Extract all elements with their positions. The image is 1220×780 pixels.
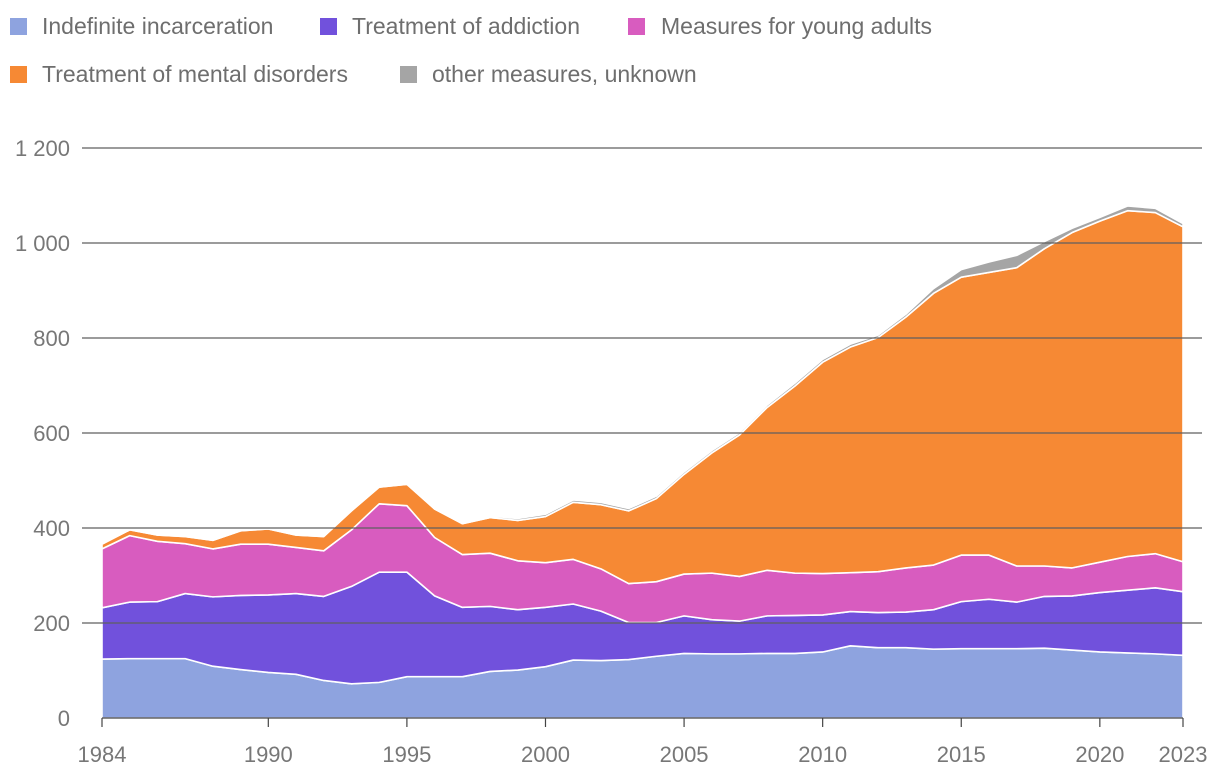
x-tick-label-2020: 2020 [1075,742,1124,767]
area-other-measures-unknown [101,205,1184,545]
gridlines [82,147,1202,624]
y-tick-label-200: 200 [33,611,70,636]
legend-swatch-indefinite-incarceration [10,18,27,35]
x-tick-label-1990: 1990 [244,742,293,767]
legend-item-other-measures-unknown: other measures, unknown [400,61,697,87]
legend-swatch-treatment-of-mental-disorders [10,66,27,83]
y-tick-label-1200: 1 200 [15,136,70,161]
y-tick-label-0: 0 [58,706,70,731]
x-tick-label-1995: 1995 [382,742,431,767]
legend-item-treatment-of-mental-disorders: Treatment of mental disorders [10,61,348,87]
x-tick-label-2010: 2010 [798,742,847,767]
y-tick-label-800: 800 [33,326,70,351]
legend-item-measures-for-young-adults: Measures for young adults [628,13,932,39]
legend-label-treatment-of-mental-disorders: Treatment of mental disorders [42,61,348,87]
legend-swatch-other-measures-unknown [400,66,417,83]
legend-label-indefinite-incarceration: Indefinite incarceration [42,13,273,39]
legend-label-measures-for-young-adults: Measures for young adults [661,13,932,39]
legend-label-treatment-of-addiction: Treatment of addiction [352,13,580,39]
plot-areas [101,205,1184,719]
y-axis: 0 200 400 600 800 1 000 1 200 [15,136,70,731]
x-tick-label-2015: 2015 [937,742,986,767]
x-tick-label-2005: 2005 [660,742,709,767]
legend: Indefinite incarceration Treatment of ad… [10,13,932,87]
legend-label-other-measures-unknown: other measures, unknown [432,61,697,87]
y-tick-label-600: 600 [33,421,70,446]
y-tick-label-400: 400 [33,516,70,541]
x-axis: 1984 1990 1995 2000 2005 2010 2015 2020 2023 [78,717,1208,767]
x-tick-label-2000: 2000 [521,742,570,767]
legend-swatch-measures-for-young-adults [628,18,645,35]
legend-swatch-treatment-of-addiction [320,18,337,35]
x-tick-label-2023: 2023 [1159,742,1208,767]
legend-item-treatment-of-addiction: Treatment of addiction [320,13,580,39]
x-tick-label-1984: 1984 [78,742,127,767]
legend-item-indefinite-incarceration: Indefinite incarceration [10,13,273,39]
y-tick-label-1000: 1 000 [15,231,70,256]
